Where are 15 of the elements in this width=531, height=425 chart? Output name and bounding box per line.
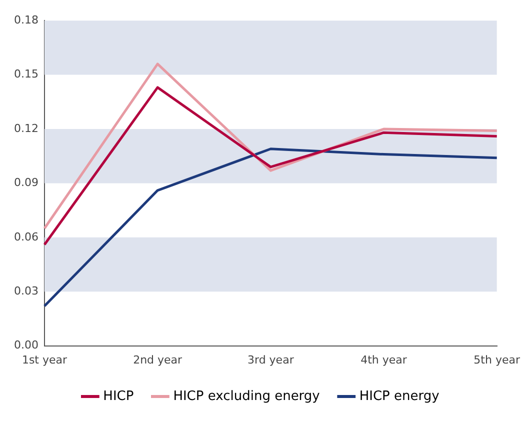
y-tick-label: 0.12 <box>14 122 38 135</box>
legend-label: HICP excluding energy <box>173 388 320 404</box>
legend-label: HICP energy <box>359 388 440 404</box>
x-tick-label: 4th year <box>360 353 408 366</box>
y-tick-label: 0.09 <box>14 176 38 190</box>
y-tick-label: 0.03 <box>14 284 38 298</box>
x-tick-label: 3rd year <box>247 353 294 366</box>
legend-label: HICP <box>103 388 134 404</box>
y-tick-label: 0.06 <box>14 230 38 244</box>
x-tick-label: 5th year <box>474 353 520 366</box>
y-tick-label: 0.18 <box>14 13 38 26</box>
x-tick-label: 2nd year <box>133 353 183 366</box>
y-tick-label: 0.15 <box>14 68 38 81</box>
x-tick-label: 1st year <box>22 353 68 366</box>
y-tick-label: 0.00 <box>14 338 38 352</box>
